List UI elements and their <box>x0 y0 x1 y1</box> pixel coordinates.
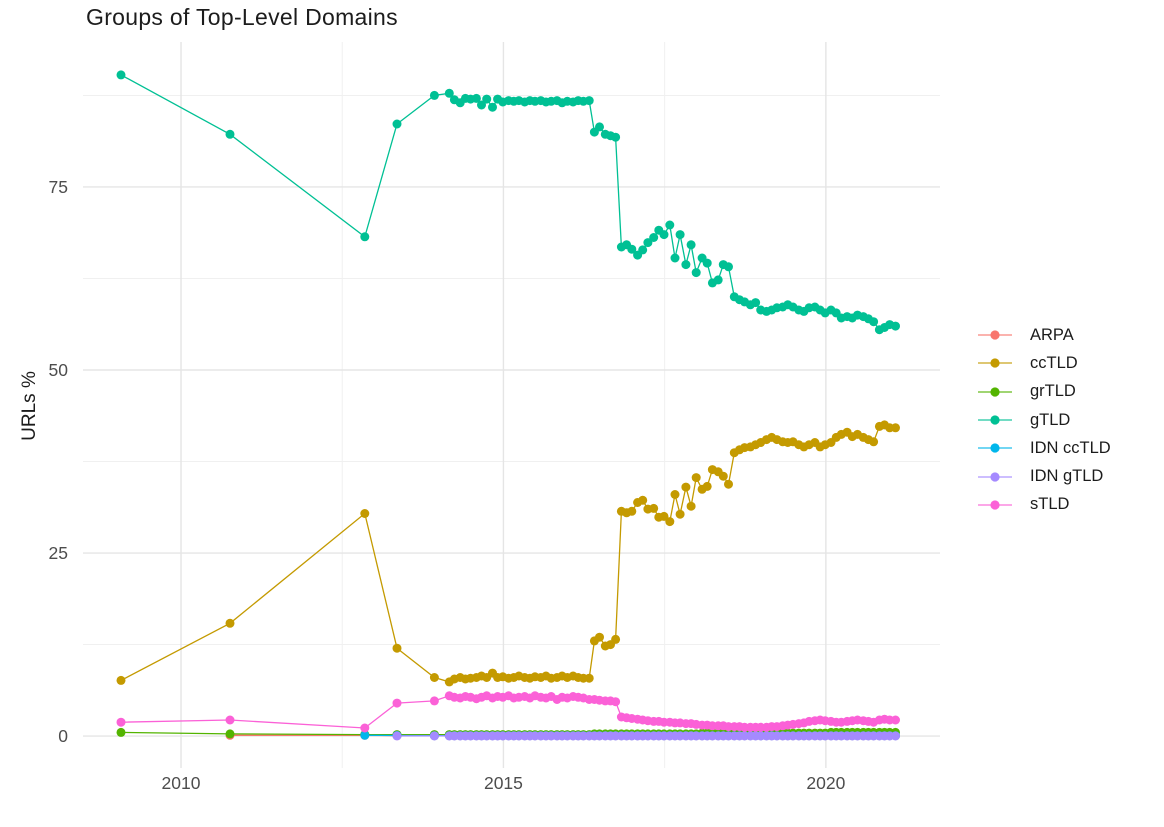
x-tick-labels: 2010 2015 2020 <box>162 773 846 793</box>
legend-item-grtld: grTLD <box>977 378 1111 406</box>
legend-label: gTLD <box>1030 410 1071 429</box>
legend-item-idn-gtld: IDN gTLD <box>977 462 1111 490</box>
legend-label: IDN gTLD <box>1030 467 1104 486</box>
svg-text:2010: 2010 <box>162 773 201 793</box>
legend: ARPA ccTLD grTLD gTLD IDN ccTLD IDN gTLD sTLD <box>977 321 1111 519</box>
legend-key-icon <box>978 330 1012 340</box>
legend-key-icon <box>978 472 1012 482</box>
svg-text:25: 25 <box>49 543 68 563</box>
legend-key-icon <box>978 415 1012 425</box>
legend-key-icon <box>978 443 1012 453</box>
svg-text:2020: 2020 <box>806 773 845 793</box>
legend-key-icon <box>978 387 1012 397</box>
legend-label: ccTLD <box>1030 353 1078 372</box>
svg-text:2015: 2015 <box>484 773 523 793</box>
series-line-gtld <box>120 74 896 331</box>
major-gridlines <box>83 42 940 768</box>
legend-item-stld: sTLD <box>977 491 1111 519</box>
legend-item-gtld: gTLD <box>977 406 1111 434</box>
legend-key-icon <box>978 500 1012 510</box>
y-tick-labels: 0 25 50 75 <box>49 177 69 746</box>
legend-label: ARPA <box>1030 325 1074 344</box>
legend-item-arpa: ARPA <box>977 321 1111 349</box>
legend-item-cctld: ccTLD <box>977 349 1111 377</box>
svg-text:50: 50 <box>49 360 69 380</box>
legend-item-idn-cctld: IDN ccTLD <box>977 434 1111 462</box>
series-points-gtld <box>116 70 900 335</box>
series-points-cctld <box>116 420 900 687</box>
legend-label: grTLD <box>1030 382 1076 401</box>
series-points-idn-gtld <box>392 731 900 741</box>
svg-text:0: 0 <box>58 726 68 746</box>
minor-gridlines <box>83 42 940 768</box>
legend-label: sTLD <box>1030 495 1070 514</box>
series-points-stld <box>116 691 900 733</box>
legend-label: IDN ccTLD <box>1030 438 1111 457</box>
svg-text:75: 75 <box>49 177 68 197</box>
chart-title: Groups of Top-Level Domains <box>86 4 398 30</box>
legend-key-icon <box>978 358 1012 369</box>
